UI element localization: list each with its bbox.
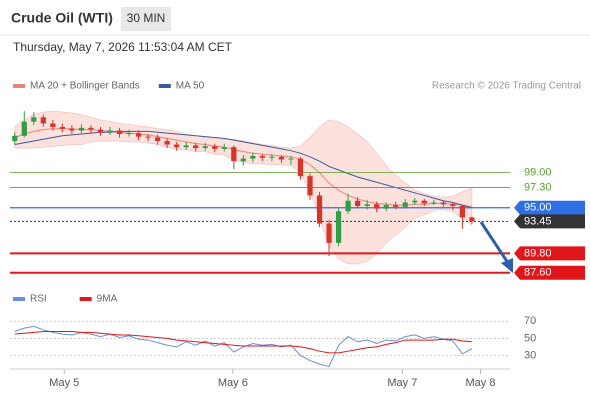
x-tick-label: May 6 <box>218 377 248 389</box>
candle-body <box>155 137 161 142</box>
credit: Research © 2026 Trading Central <box>432 81 581 92</box>
candle-body <box>250 155 256 159</box>
x-tick-label: May 7 <box>387 377 417 389</box>
candle-body <box>145 136 151 138</box>
y-tick-label: 30 <box>524 349 536 361</box>
candle-body <box>374 204 380 209</box>
projection-arrow <box>479 221 510 264</box>
level-label-box <box>514 200 585 215</box>
level-label: 99.00 <box>524 167 552 179</box>
legend-swatch <box>79 297 92 301</box>
legend-label: 9MA <box>97 294 118 305</box>
legend-swatch <box>13 84 25 88</box>
candle-body <box>269 156 275 158</box>
timeframe-badge <box>121 7 171 31</box>
candle-body <box>383 205 389 209</box>
candle-body <box>335 211 342 243</box>
legend-swatch <box>13 297 25 301</box>
legend-label: MA 50 <box>176 81 205 92</box>
candle-body <box>421 200 427 204</box>
level-label: 89.80 <box>524 247 552 259</box>
title: Crude Oil (WTI) <box>11 10 113 26</box>
candle-body <box>40 117 46 124</box>
candle-body <box>50 123 56 127</box>
candle-body <box>469 217 475 222</box>
candle-body <box>431 202 437 204</box>
candle-body <box>212 146 218 149</box>
indicator-line <box>14 331 472 354</box>
candle-body <box>288 158 294 160</box>
legend-label: MA 20 + Bollinger Bands <box>30 81 140 92</box>
candle-body <box>326 223 332 243</box>
candle-body <box>450 204 456 206</box>
candle-body <box>164 141 170 145</box>
candle-body <box>78 127 85 131</box>
candle-body <box>21 121 27 136</box>
level-label: 97.30 <box>524 181 552 193</box>
candle-body <box>221 147 227 149</box>
candle-body <box>393 205 399 207</box>
projection-arrow-head <box>501 258 513 273</box>
candle-body <box>345 200 351 212</box>
datetime: Thursday, May 7, 2026 11:53:04 AM CET <box>13 40 233 54</box>
candle-body <box>440 202 446 205</box>
level-label-box <box>514 265 585 280</box>
candle-body <box>231 147 237 162</box>
candle-body <box>116 130 123 134</box>
timeframe: 30 MIN <box>127 11 166 25</box>
candle-body <box>135 133 142 137</box>
candle-body <box>297 158 304 177</box>
candle-body <box>31 117 37 122</box>
legend-swatch <box>158 84 171 88</box>
candle-body <box>107 130 113 133</box>
candle-body <box>202 146 208 149</box>
x-tick-label: May 8 <box>465 377 495 389</box>
candle-body <box>364 204 370 206</box>
candle-body <box>402 202 408 207</box>
bollinger-band <box>14 110 473 265</box>
candle-body <box>412 200 418 203</box>
candle-body <box>126 133 132 135</box>
candle-body <box>12 135 18 142</box>
candle-body <box>183 145 189 148</box>
candle-body <box>174 144 180 148</box>
y-tick-label: 70 <box>524 315 536 327</box>
candle-body <box>259 155 265 158</box>
y-tick-label: 50 <box>524 332 536 344</box>
candle-body <box>307 176 313 196</box>
candle-body <box>97 129 104 133</box>
candle-body <box>88 127 94 130</box>
legend-label: RSI <box>30 294 47 305</box>
candle-body <box>316 195 323 224</box>
candle-body <box>278 156 285 160</box>
candle-body <box>459 205 465 218</box>
candle-body <box>240 158 246 162</box>
candle-body <box>355 200 361 206</box>
indicator-line <box>14 325 473 368</box>
level-label: 93.45 <box>524 215 552 227</box>
x-tick-label: May 5 <box>49 377 79 389</box>
candle-body <box>193 145 199 149</box>
level-label-box <box>514 214 585 229</box>
candle-body <box>59 126 65 129</box>
level-label: 87.60 <box>524 267 552 279</box>
level-label-box <box>514 246 585 261</box>
level-label: 95.00 <box>524 202 552 214</box>
candle-body <box>69 128 75 131</box>
